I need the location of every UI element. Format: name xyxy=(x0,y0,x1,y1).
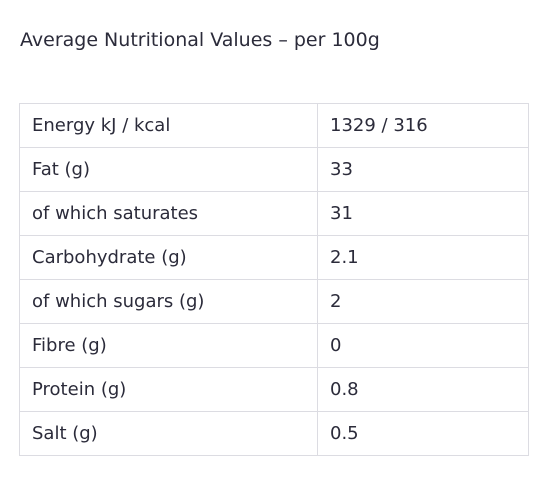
row-value-sugars: 2 xyxy=(317,279,529,324)
table-row: Fat (g) 33 xyxy=(19,147,529,192)
row-label-carbohydrate: Carbohydrate (g) xyxy=(19,235,318,280)
row-value-saturates: 31 xyxy=(317,191,529,236)
table-row: Salt (g) 0.5 xyxy=(19,411,529,456)
row-value-fat: 33 xyxy=(317,147,529,192)
row-label-fibre: Fibre (g) xyxy=(19,323,318,368)
table-row: Protein (g) 0.8 xyxy=(19,367,529,412)
row-label-saturates: of which saturates xyxy=(19,191,318,236)
row-label-fat: Fat (g) xyxy=(19,147,318,192)
row-value-salt: 0.5 xyxy=(317,411,529,456)
row-value-energy: 1329 / 316 xyxy=(317,103,529,148)
table-row: of which sugars (g) 2 xyxy=(19,279,529,324)
row-label-salt: Salt (g) xyxy=(19,411,318,456)
row-value-protein: 0.8 xyxy=(317,367,529,412)
table-row: Carbohydrate (g) 2.1 xyxy=(19,235,529,280)
row-label-protein: Protein (g) xyxy=(19,367,318,412)
row-value-carbohydrate: 2.1 xyxy=(317,235,529,280)
row-label-sugars: of which sugars (g) xyxy=(19,279,318,324)
table-row: Energy kJ / kcal 1329 / 316 xyxy=(19,103,529,148)
row-value-fibre: 0 xyxy=(317,323,529,368)
nutrition-table: Energy kJ / kcal 1329 / 316 Fat (g) 33 o… xyxy=(19,103,529,456)
row-label-energy: Energy kJ / kcal xyxy=(19,103,318,148)
table-row: Fibre (g) 0 xyxy=(19,323,529,368)
table-row: of which saturates 31 xyxy=(19,191,529,236)
nutrition-heading: Average Nutritional Values – per 100g xyxy=(20,29,380,51)
